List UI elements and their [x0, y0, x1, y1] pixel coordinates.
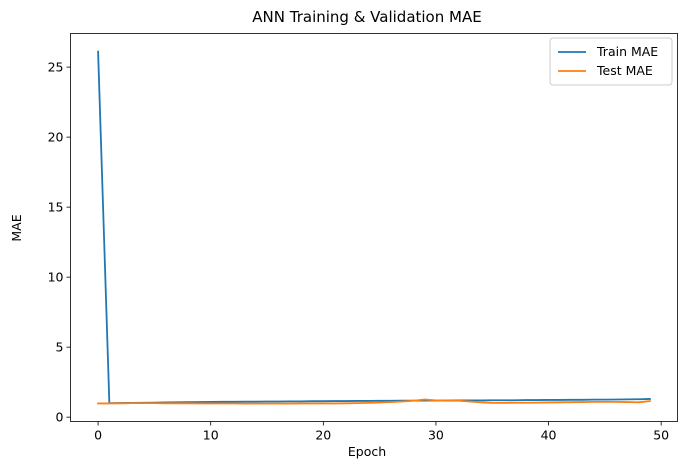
x-tick-label: 0: [94, 428, 102, 443]
y-tick-label: 20: [48, 130, 64, 145]
x-tick-label: 40: [541, 428, 557, 443]
y-tick-label: 15: [48, 200, 64, 215]
x-tick-label: 50: [653, 428, 669, 443]
x-axis-title: Epoch: [348, 444, 386, 459]
legend-label-train: Train MAE: [596, 44, 658, 59]
x-tick-label: 20: [315, 428, 331, 443]
y-tick-label: 5: [56, 340, 64, 355]
legend-box: [549, 37, 673, 86]
y-axis-ticks: 0 5 10 15 20 25: [48, 60, 71, 425]
plot-area: 0 10 20 30 40 50 0 5 10 15 20 25: [48, 33, 678, 443]
legend-label-test: Test MAE: [596, 63, 653, 78]
y-tick-label: 10: [48, 270, 64, 285]
x-axis-ticks: 0 10 20 30 40 50: [94, 421, 669, 443]
legend: Train MAE Test MAE: [549, 37, 673, 86]
y-axis-title: MAE: [9, 214, 24, 241]
x-tick-label: 10: [203, 428, 219, 443]
y-tick-label: 25: [48, 60, 64, 75]
plot-frame: [70, 33, 678, 422]
series-line-train-mae: [97, 50, 651, 405]
x-tick-label: 30: [428, 428, 444, 443]
series-line-test-mae: [97, 398, 651, 405]
chart-title: ANN Training & Validation MAE: [252, 8, 481, 26]
series-layer: [97, 50, 651, 405]
y-tick-label: 0: [56, 410, 64, 425]
